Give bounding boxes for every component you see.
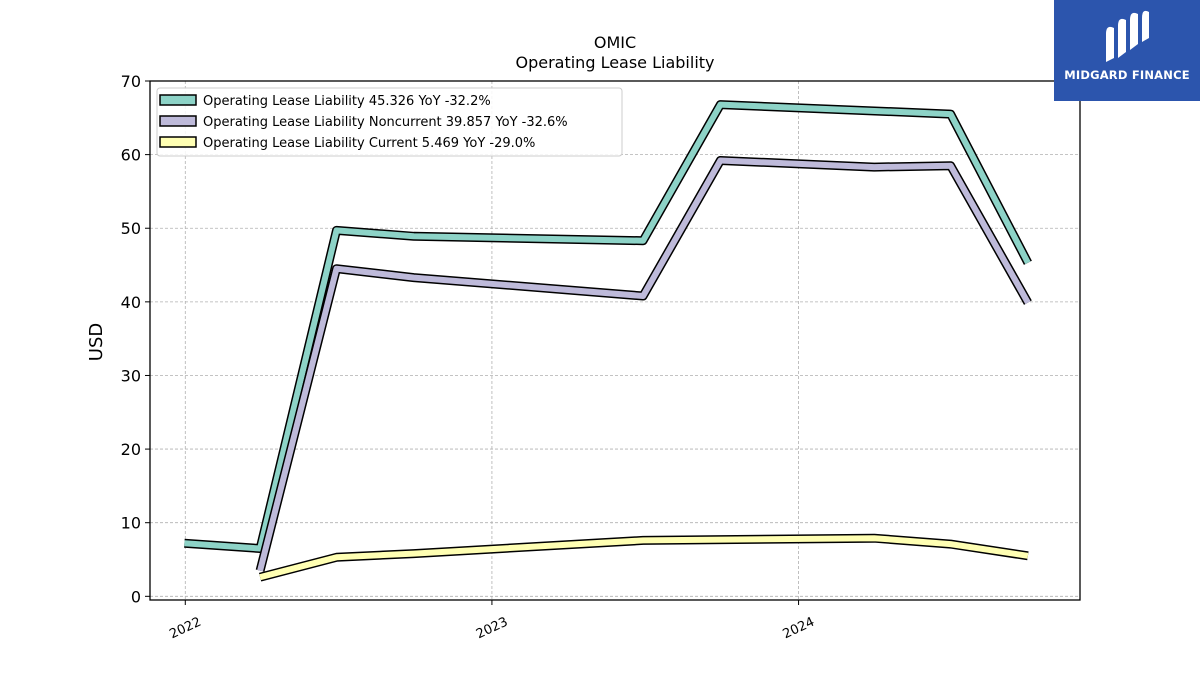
midgard-logo-icon — [1106, 10, 1149, 62]
y-tick-label: 70 — [121, 72, 141, 91]
legend-label: Operating Lease Liability 45.326 YoY -32… — [203, 94, 491, 109]
legend-swatch — [159, 115, 197, 127]
legend: Operating Lease Liability 45.326 YoY -32… — [156, 87, 623, 157]
legend-label: Operating Lease Liability Current 5.469 … — [203, 136, 535, 151]
y-tick-label: 40 — [121, 293, 141, 312]
legend-swatch — [159, 94, 197, 106]
x-tick-label: 2022 — [167, 615, 203, 643]
chart-title: OMIC — [594, 33, 636, 52]
series-line-outline — [255, 156, 1032, 572]
series-line — [257, 157, 1031, 572]
series-line — [259, 535, 1029, 581]
grid — [150, 80, 1080, 600]
series-lines — [184, 100, 1032, 582]
legend-label: Operating Lease Liability Noncurrent 39.… — [203, 115, 568, 130]
y-axis-ticks: 0 10 20 30 40 50 60 70 — [121, 72, 150, 606]
y-tick-label: 0 — [131, 587, 141, 606]
x-axis-ticks: 2022 2023 2024 — [167, 600, 817, 642]
legend-box — [156, 87, 623, 157]
plot-frame — [149, 80, 1081, 601]
legend-swatch — [159, 136, 197, 148]
brand-logo: MIDGARD FINANCE — [1054, 0, 1200, 101]
y-tick-label: 30 — [121, 366, 141, 385]
y-axis-label: USD — [86, 323, 107, 361]
chart-subtitle: Operating Lease Liability — [515, 53, 714, 72]
brand-name: MIDGARD FINANCE — [1064, 68, 1190, 82]
x-tick-label: 2024 — [781, 615, 817, 643]
y-tick-label: 20 — [121, 440, 141, 459]
x-tick-label: 2023 — [474, 615, 510, 643]
y-tick-label: 50 — [121, 219, 141, 238]
series-line — [184, 101, 1031, 552]
y-tick-label: 10 — [121, 514, 141, 533]
y-tick-label: 60 — [121, 146, 141, 165]
